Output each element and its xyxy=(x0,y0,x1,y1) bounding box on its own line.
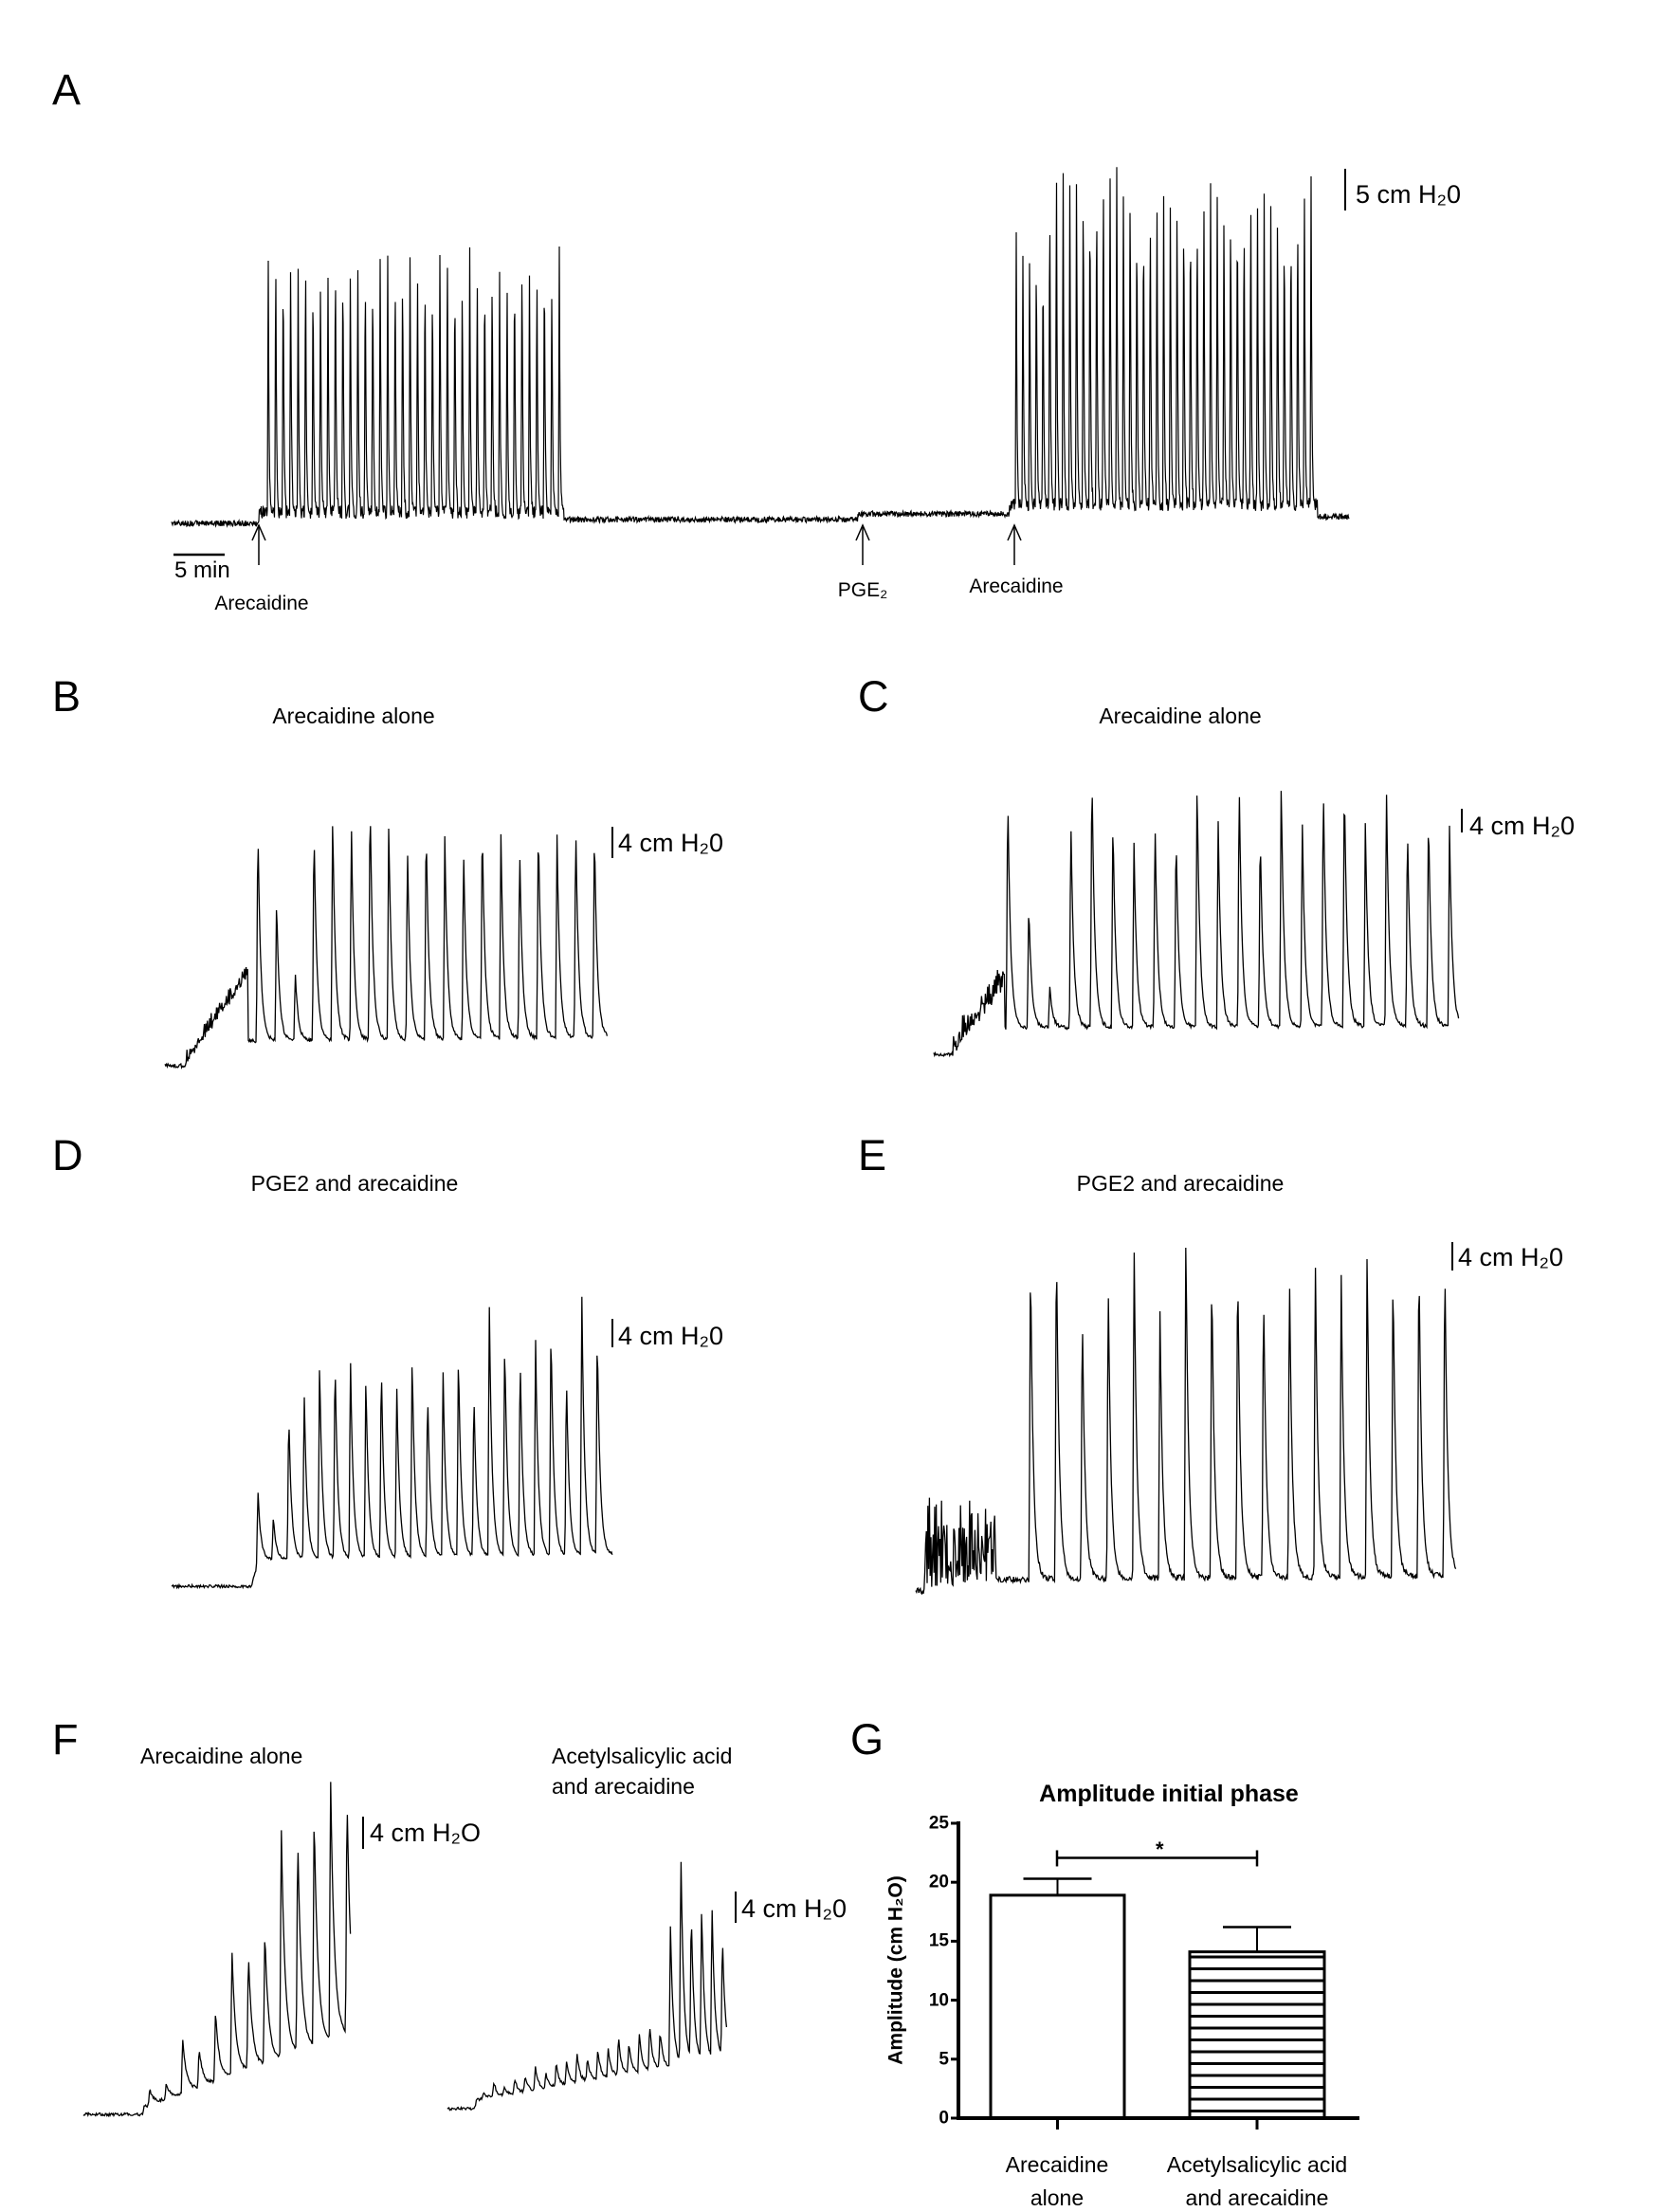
panel-f-left-title: Arecaidine alone xyxy=(140,1744,303,1768)
panel-e-title: PGE2 and arecaidine xyxy=(1076,1171,1285,1196)
trace-d xyxy=(171,1296,613,1590)
scale-label-b: 4 cm H₂0 xyxy=(618,829,724,857)
y-tick-label: 0 xyxy=(939,2108,949,2129)
trace-b xyxy=(164,826,609,1069)
scale-label-f-right: 4 cm H₂0 xyxy=(741,1894,848,1923)
bar-1 xyxy=(1188,1950,1326,2120)
y-tick-label: 15 xyxy=(928,1930,949,1951)
scale-label-f-left: 4 cm H₂O xyxy=(370,1819,481,1847)
chart-g-category-0: Arecaidine alone xyxy=(1005,2152,1109,2210)
trace-a xyxy=(171,167,1350,528)
trace-f-right xyxy=(447,1861,728,2111)
panel-label-d: D xyxy=(52,1131,83,1179)
trace-e xyxy=(915,1247,1457,1596)
trace-c xyxy=(933,791,1460,1058)
scale-label-a: 5 cm H₂0 xyxy=(1356,180,1462,209)
arrow-up-icon xyxy=(855,523,870,541)
panel-label-b: B xyxy=(52,672,82,721)
panel-b-title: Arecaidine alone xyxy=(272,704,435,728)
panel-label-c: C xyxy=(858,672,889,721)
chart-g-ylabel: Amplitude (cm H₂O) xyxy=(884,1875,907,2065)
chart-g-title: Amplitude initial phase xyxy=(1039,1781,1299,1807)
trace-f-left xyxy=(82,1782,352,2118)
scale-label-d: 4 cm H₂0 xyxy=(618,1322,724,1350)
arrow-up-icon xyxy=(251,523,266,541)
annotation-arecaidine-1: Arecaidine xyxy=(214,593,309,614)
y-tick-label: 25 xyxy=(928,1813,949,1834)
scale-label-c: 4 cm H₂0 xyxy=(1469,812,1576,840)
panel-label-e: E xyxy=(858,1131,887,1179)
bar-0 xyxy=(989,1893,1126,2120)
scale-label-e: 4 cm H₂0 xyxy=(1458,1243,1564,1271)
y-tick-label: 20 xyxy=(928,1872,949,1892)
y-tick-label: 5 xyxy=(939,2049,949,2070)
significance-star: * xyxy=(1156,1837,1164,1861)
panel-d-title: PGE2 and arecaidine xyxy=(250,1171,459,1196)
panel-f-right-title: Acetylsalicylic acid and arecaidine xyxy=(552,1744,733,1800)
arrow-up-icon xyxy=(1007,523,1022,541)
panel-label-f: F xyxy=(52,1715,79,1764)
panel-c-title: Arecaidine alone xyxy=(1099,704,1262,728)
time-scale-label: 5 min xyxy=(174,558,230,583)
panel-label-g: G xyxy=(850,1715,884,1764)
annotation-arecaidine-2: Arecaidine xyxy=(969,576,1064,597)
panel-label-a: A xyxy=(52,65,82,114)
annotation-pge2: PGE₂ xyxy=(837,579,888,601)
chart-g-category-1: Acetylsalicylic acid and arecaidine xyxy=(1166,2152,1348,2210)
y-tick-label: 10 xyxy=(928,1990,949,2011)
